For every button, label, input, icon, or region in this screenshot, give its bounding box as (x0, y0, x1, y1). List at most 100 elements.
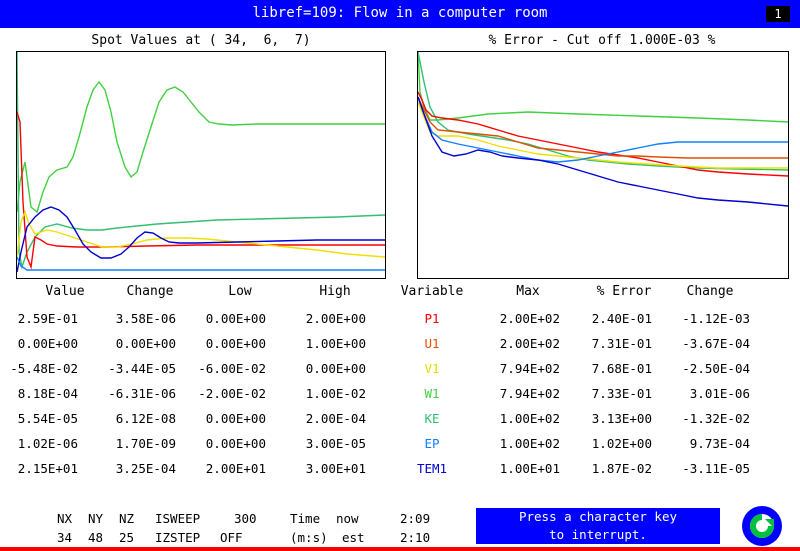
error-max: 1.00E+01 (499, 461, 560, 476)
nx-value: 34 (57, 530, 73, 545)
spot-low: 0.00E+00 (205, 311, 266, 326)
spot-high: 1.00E+00 (305, 336, 366, 351)
spot-high: 2.00E+00 (305, 311, 366, 326)
error-max: 7.94E+02 (499, 386, 560, 401)
spot-header-change: Change (126, 284, 174, 299)
error-header-variable: Variable (400, 284, 464, 299)
spot-header-high: High (319, 284, 351, 299)
error-variable: EP (424, 436, 440, 451)
error-header-change: Change (686, 284, 734, 299)
error-trace-p1 (417, 91, 789, 177)
time-est-value: 2:10 (400, 530, 431, 545)
izstep-value: OFF (220, 530, 243, 545)
bottom-border (0, 547, 800, 551)
error-trace-ep (417, 96, 788, 163)
spot-value: 1.02E-06 (17, 436, 78, 451)
ny-value: 48 (88, 530, 104, 545)
error-variable: P1 (424, 311, 440, 326)
error-trace-w1 (417, 51, 789, 123)
spot-change: 3.25E-04 (115, 461, 176, 476)
spot-change: -3.44E-05 (108, 361, 176, 376)
error-percent: 7.68E-01 (591, 361, 652, 376)
ny-label: NY (88, 511, 104, 526)
error-header-error: % Error (596, 284, 652, 299)
spot-change: 6.12E-08 (115, 411, 176, 426)
error-variable: U1 (424, 336, 440, 351)
ms-label: (m:s) (290, 530, 328, 545)
time-label: Time (290, 511, 321, 526)
spot-trace-tem1 (16, 206, 385, 273)
error-percent: 2.40E-01 (591, 311, 652, 326)
error-change: -3.11E-05 (682, 461, 750, 476)
error-change: 3.01E-06 (689, 386, 750, 401)
isweep-value: 300 (234, 511, 257, 526)
error-percent: 1.02E+00 (591, 436, 652, 451)
error-change: -1.32E-02 (682, 411, 750, 426)
interrupt-line-1: Press a character key (518, 509, 678, 524)
spot-header-low: Low (228, 284, 252, 299)
spot-change: 3.58E-06 (115, 311, 176, 326)
error-max: 2.00E+02 (499, 311, 560, 326)
error-variable: V1 (424, 361, 440, 376)
spot-value: -5.48E-02 (10, 361, 78, 376)
spot-high: 1.00E-02 (305, 386, 366, 401)
now-label: now (336, 511, 359, 526)
error-variable: W1 (424, 386, 440, 401)
time-now-value: 2:09 (400, 511, 431, 526)
spot-high: 2.00E-04 (305, 411, 366, 426)
error-header-max: Max (516, 284, 540, 299)
spot-high: 3.00E+01 (305, 461, 366, 476)
spot-trace-w1 (16, 80, 385, 214)
page-number: 1 (766, 6, 790, 22)
isweep-label: ISWEEP (155, 511, 201, 526)
izstep-label: IZSTEP (155, 530, 201, 545)
spot-low: 0.00E+00 (205, 336, 266, 351)
spot-low: 0.00E+00 (205, 411, 266, 426)
error-plot-title: % Error - Cut off 1.000E-03 % (488, 33, 716, 48)
phoenics-logo-icon (741, 505, 783, 547)
est-label: est (342, 530, 365, 545)
error-change: -2.50E-04 (682, 361, 750, 376)
spot-high: 0.00E+00 (305, 361, 366, 376)
spot-change: 1.70E-09 (115, 436, 176, 451)
title-bar: libref=109: Flow in a computer room 1 (0, 0, 800, 28)
spot-change: -6.31E-06 (108, 386, 176, 401)
spot-change: 0.00E+00 (115, 336, 176, 351)
error-percent: 3.13E+00 (591, 411, 652, 426)
spot-value: 2.15E+01 (17, 461, 78, 476)
interrupt-line-2: to interrupt. (549, 527, 647, 542)
nz-value: 25 (119, 530, 135, 545)
error-max: 7.94E+02 (499, 361, 560, 376)
interrupt-button[interactable]: Press a character key to interrupt. (475, 507, 721, 545)
spot-trace-v1 (16, 209, 386, 258)
spot-values-plot (16, 51, 386, 279)
spot-value: 5.54E-05 (17, 411, 78, 426)
spot-value: 8.18E-04 (17, 386, 78, 401)
error-percent: 7.31E-01 (591, 336, 652, 351)
error-change: 9.73E-04 (689, 436, 750, 451)
spot-value: 2.59E-01 (17, 311, 78, 326)
error-chart (417, 51, 789, 207)
error-trace-u1 (417, 96, 788, 159)
error-variable: KE (424, 411, 440, 426)
error-trace-tem1 (417, 96, 789, 207)
spot-high: 3.00E-05 (305, 436, 366, 451)
spot-trace-p1 (16, 111, 385, 270)
error-change: -3.67E-04 (682, 336, 750, 351)
error-change: -1.12E-03 (682, 311, 750, 326)
error-percent: 1.87E-02 (591, 461, 652, 476)
spot-low: -2.00E-02 (198, 386, 266, 401)
error-variable: TEM1 (416, 461, 448, 476)
error-plot (417, 51, 789, 279)
window-title: libref=109: Flow in a computer room (252, 5, 548, 21)
nx-label: NX (57, 511, 73, 526)
spot-trace-ep (16, 256, 385, 271)
spot-low: 2.00E+01 (205, 461, 266, 476)
error-max: 2.00E+02 (499, 336, 560, 351)
error-percent: 7.33E-01 (591, 386, 652, 401)
spot-values-chart (16, 51, 386, 273)
nz-label: NZ (119, 511, 135, 526)
spot-header-value: Value (45, 284, 85, 299)
error-trace-ke (417, 51, 789, 171)
spot-values-title: Spot Values at ( 34, 6, 7) (91, 33, 311, 48)
